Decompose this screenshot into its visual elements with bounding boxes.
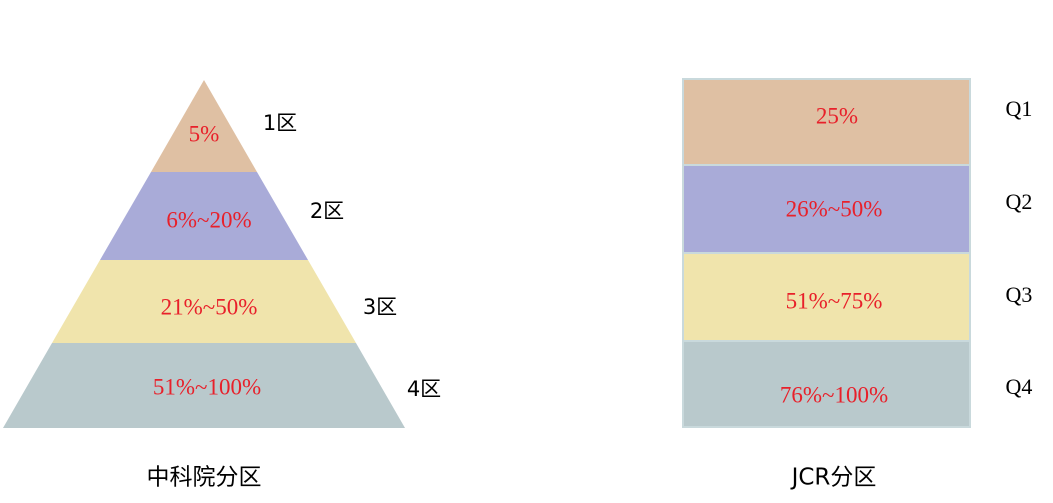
caption: 中科院分区 (147, 465, 262, 491)
tier-label: 2区 (310, 199, 344, 223)
quartile-range: 51%~75% (786, 288, 883, 313)
tier-label: 4区 (407, 377, 441, 401)
jcr-stack: 25% 26%~50% 51%~75% 76%~100% Q1 Q2 Q3 Q4… (682, 78, 1033, 491)
tier-range: 6%~20% (166, 207, 251, 232)
quartile-label: Q2 (1006, 189, 1033, 214)
quartile-band (682, 164, 971, 254)
tier-band (52, 260, 356, 343)
tier-label: 1区 (263, 111, 297, 135)
quartile-band (682, 252, 971, 342)
tier-range: 5% (189, 121, 220, 146)
quartile-label: Q4 (1006, 374, 1033, 399)
quartile-label: Q1 (1006, 96, 1033, 121)
tier-range: 21%~50% (161, 294, 258, 319)
caption: JCR分区 (790, 465, 877, 491)
tier-range: 51%~100% (153, 374, 261, 399)
tier-band (100, 172, 308, 260)
quartile-range: 26%~50% (786, 196, 883, 221)
tier-band (3, 343, 405, 428)
quartile-label: Q3 (1006, 282, 1033, 307)
tier-label: 3区 (363, 295, 397, 319)
pyramid: 5% 6%~20% 21%~50% 51%~100% 1区 2区 3区 4区 中… (3, 80, 441, 491)
quartile-range: 25% (816, 103, 858, 128)
tier-band (151, 80, 257, 172)
quartile-range: 76%~100% (780, 382, 888, 407)
quartile-band (682, 340, 971, 428)
